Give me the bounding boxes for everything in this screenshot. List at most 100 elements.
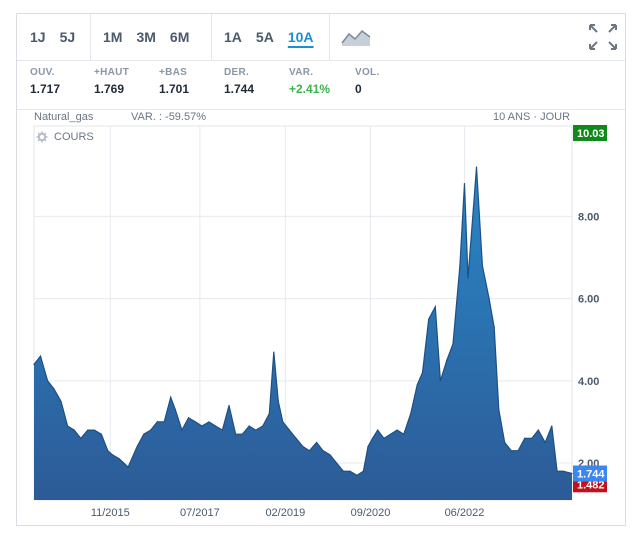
data-point (214, 425, 217, 427)
x-tick-label: 11/2015 (91, 507, 130, 519)
stat-last: DER. 1.744 (224, 67, 254, 96)
gear-icon[interactable] (36, 131, 48, 143)
y-tick-label: 6.00 (578, 294, 599, 306)
data-point (39, 355, 42, 357)
stat-low: +BAS 1.701 (159, 67, 189, 96)
data-point (107, 450, 109, 452)
period-button-1j[interactable]: 1J (30, 29, 46, 45)
data-point (235, 433, 237, 435)
stat-label: OUV. (30, 67, 55, 78)
data-point (562, 470, 564, 472)
data-point (308, 450, 311, 452)
data-point (531, 437, 533, 439)
stat-label: DER. (224, 67, 250, 78)
data-point (524, 437, 526, 439)
data-point (181, 429, 183, 431)
data-point (410, 413, 412, 415)
quote-stats: OUV. 1.717 +HAUT 1.769 +BAS 1.701 DER. 1… (17, 61, 625, 110)
data-point (544, 441, 546, 444)
data-point (302, 445, 304, 448)
data-point (434, 306, 436, 308)
data-point (389, 433, 392, 435)
stat-value: 1.744 (224, 82, 255, 96)
period-button-5a[interactable]: 5A (255, 29, 274, 45)
chart-variation: VAR. : -59.57% (131, 111, 206, 123)
data-point (504, 441, 506, 444)
data-point (100, 433, 102, 435)
data-point (371, 437, 374, 439)
data-point (342, 470, 344, 472)
x-tick-label: 02/2019 (265, 507, 305, 519)
chart-period: 10 ANS · JOUR (493, 111, 571, 123)
data-point (493, 326, 495, 328)
data-point (262, 425, 264, 427)
x-tick-label: 09/2020 (351, 507, 391, 519)
data-point (111, 454, 113, 456)
data-point (87, 429, 89, 431)
data-point (288, 429, 291, 431)
data-point (403, 433, 405, 435)
expand-icon[interactable] (587, 22, 619, 52)
data-point (127, 466, 129, 468)
area-chart-icon[interactable] (341, 25, 371, 47)
stat-label: VAR. (289, 67, 314, 78)
y-tick-label: 4.00 (578, 376, 599, 388)
period-button-1a[interactable]: 1A (224, 29, 242, 45)
last-value-badge: 1.744 (577, 469, 605, 481)
max-value-badge-bg (573, 124, 607, 141)
data-point (295, 437, 297, 439)
data-point (136, 445, 138, 448)
data-point (467, 277, 469, 279)
data-point (551, 425, 553, 427)
stat-value: +2.41% (289, 82, 331, 96)
data-point (93, 429, 95, 431)
data-point (46, 380, 49, 382)
data-point (322, 450, 324, 452)
data-point (73, 429, 75, 431)
period-toolbar: 1J 5J 1M 3M 6M 1A 5A 10A (17, 14, 625, 61)
data-point (150, 429, 152, 431)
legend-label: COURS (54, 131, 94, 143)
stat-volume: VOL. 0 (355, 67, 380, 96)
period-button-5j[interactable]: 5J (59, 29, 76, 45)
period-button-3m[interactable]: 3M (136, 29, 156, 45)
data-point (452, 343, 454, 345)
min-value-badge: 1.482 (577, 479, 605, 491)
data-point (80, 437, 82, 439)
data-point (53, 388, 55, 390)
data-point (66, 425, 69, 427)
data-point (510, 450, 512, 452)
stat-label: +BAS (159, 67, 188, 78)
last-value-badge-bg (573, 465, 607, 482)
stat-value: 0 (355, 82, 362, 96)
data-point (187, 417, 190, 419)
stat-value: 1.769 (94, 82, 125, 96)
period-button-1m[interactable]: 1M (103, 29, 123, 45)
data-point (446, 359, 448, 361)
x-tick-label: 06/2022 (445, 507, 485, 519)
data-point (349, 470, 351, 472)
data-point (463, 182, 466, 185)
period-button-6m[interactable]: 6M (169, 29, 190, 45)
x-tick-label: 07/2017 (180, 507, 220, 519)
data-point (118, 458, 120, 460)
period-group-years: 1A 5A 10A (217, 14, 321, 60)
max-value-badge: 10.03 (577, 128, 605, 140)
data-point (273, 351, 275, 353)
data-point (517, 450, 519, 452)
data-point (143, 433, 145, 435)
period-button-10a[interactable]: 10A (287, 29, 314, 45)
series-area (34, 167, 572, 500)
stat-value: 1.717 (30, 82, 61, 96)
period-group-months: 1M 3M 6M (96, 14, 196, 60)
data-point (33, 363, 35, 365)
data-point (475, 166, 478, 168)
toolbar-divider (329, 14, 330, 60)
series-line (33, 167, 573, 477)
data-point (396, 429, 398, 431)
data-point (241, 433, 243, 435)
data-point (481, 265, 484, 267)
data-point (315, 441, 318, 444)
toolbar-divider (90, 14, 91, 60)
data-point (383, 437, 385, 439)
